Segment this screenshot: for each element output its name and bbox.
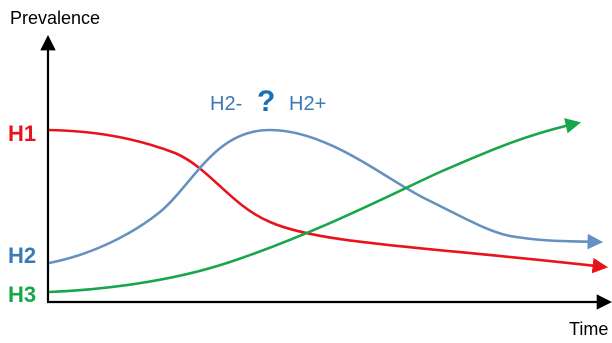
h1-label: H1 [8, 121, 36, 146]
h2-label: H2 [8, 243, 36, 268]
annotation-h2-plus: H2+ [289, 93, 326, 115]
h3-label: H3 [8, 282, 36, 307]
h3-curve [48, 118, 582, 294]
h2-curve [48, 128, 604, 265]
h1-curve [48, 128, 609, 274]
annotation-question-mark: ? [257, 85, 275, 118]
annotation-h2-minus: H2- [210, 93, 242, 115]
y-axis-label: Prevalence [10, 8, 100, 28]
x-axis-label: Time [569, 319, 608, 338]
